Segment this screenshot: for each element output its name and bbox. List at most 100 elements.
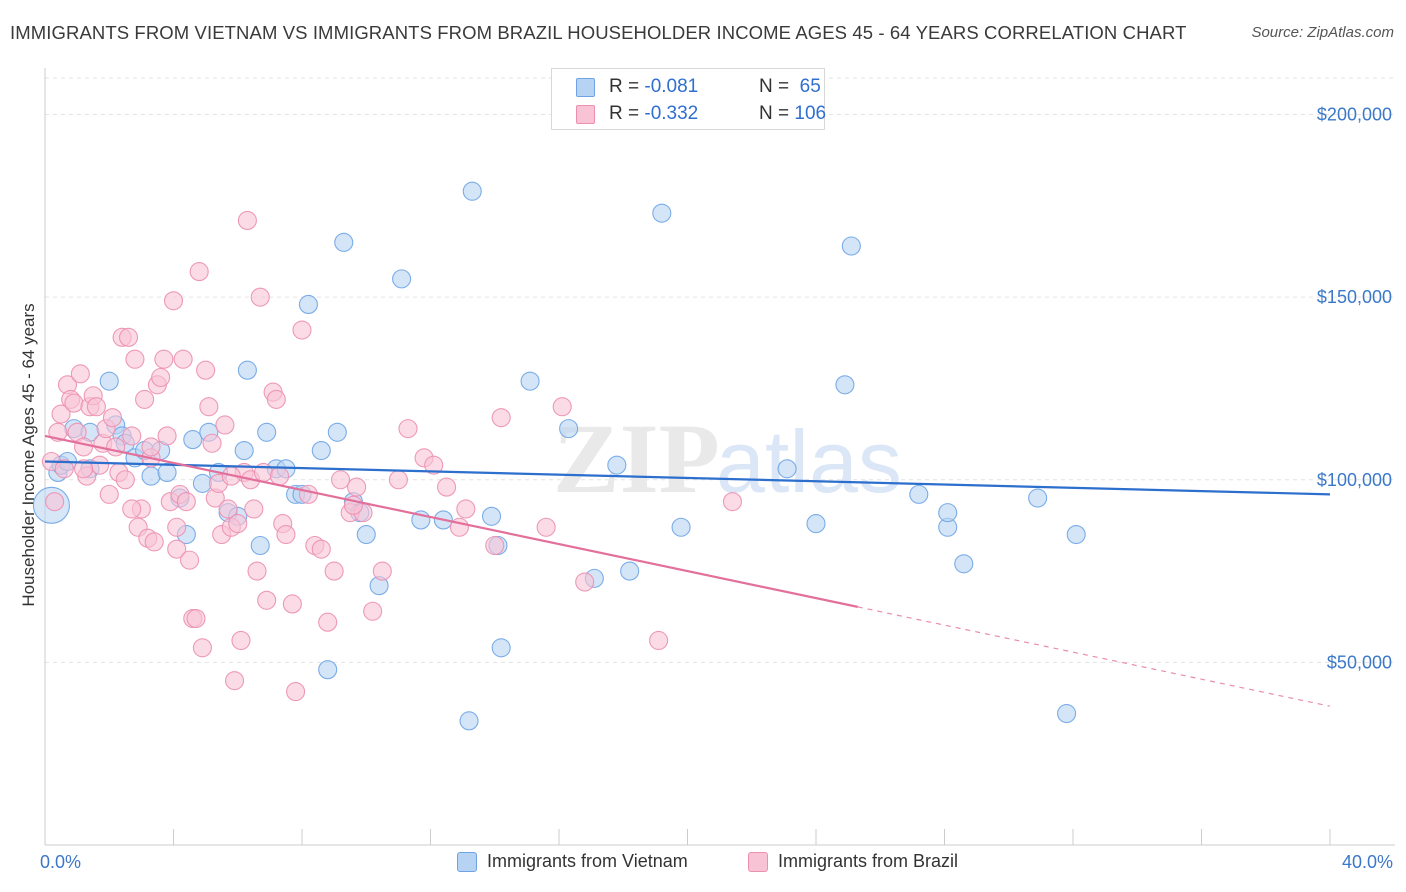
- point-brazil: [388, 470, 408, 490]
- point-brazil: [70, 364, 90, 384]
- point-brazil: [122, 426, 142, 446]
- point-vietnam: [777, 459, 797, 479]
- point-vietnam: [298, 294, 318, 314]
- point-brazil: [154, 349, 174, 369]
- point-brazil: [118, 327, 139, 347]
- point-brazil: [228, 514, 248, 534]
- point-vietnam: [520, 371, 540, 391]
- point-brazil: [324, 561, 344, 581]
- legend-r-label: R =: [609, 103, 645, 124]
- point-brazil: [298, 484, 318, 504]
- point-brazil: [86, 397, 106, 417]
- point-brazil: [649, 630, 669, 651]
- point-vietnam: [318, 660, 338, 680]
- point-vietnam: [462, 181, 482, 201]
- point-brazil: [437, 477, 457, 497]
- point-brazil: [282, 594, 302, 614]
- point-brazil: [257, 590, 277, 610]
- point-vietnam: [250, 535, 270, 556]
- point-brazil: [311, 539, 331, 559]
- axes: $50,000 $100,000 $150,000 $200,000: [44, 68, 1395, 846]
- point-brazil: [167, 517, 187, 537]
- point-vietnam: [141, 466, 161, 486]
- point-vietnam: [234, 440, 254, 461]
- point-vietnam: [841, 236, 861, 256]
- point-brazil: [122, 499, 142, 519]
- trend-lines: [44, 434, 1331, 707]
- point-vietnam: [806, 514, 826, 534]
- point-vietnam: [938, 503, 958, 523]
- point-brazil: [167, 539, 187, 559]
- watermark-zip: ZIP: [553, 403, 720, 514]
- point-brazil: [151, 367, 171, 388]
- point-vietnam: [1066, 524, 1086, 545]
- legend-label-vietnam: Immigrants from Vietnam: [487, 851, 688, 871]
- y-tick-label: $200,000: [1317, 105, 1392, 125]
- point-brazil: [318, 612, 338, 632]
- point-vietnam: [356, 524, 376, 545]
- y-tick-label: $100,000: [1317, 470, 1392, 490]
- chart-title: IMMIGRANTS FROM VIETNAM VS IMMIGRANTS FR…: [10, 22, 1187, 43]
- point-brazil: [491, 408, 511, 428]
- point-brazil: [74, 437, 94, 457]
- point-brazil: [202, 433, 222, 453]
- point-brazil: [64, 393, 84, 413]
- correlation-legend: R = -0.081 N = 65 R = -0.332 N = 106: [551, 68, 826, 130]
- point-brazil: [45, 492, 65, 512]
- legend-r-value: -0.332: [644, 103, 699, 124]
- legend-n-label: N =: [759, 103, 795, 124]
- point-vietnam: [459, 711, 479, 731]
- legend-n-value: 106: [794, 103, 827, 124]
- point-brazil: [54, 459, 74, 479]
- point-brazil: [74, 459, 94, 479]
- point-brazil: [330, 470, 351, 490]
- point-brazil: [163, 291, 184, 311]
- legend-r-value: -0.081: [644, 76, 699, 97]
- point-brazil: [215, 415, 235, 435]
- brazil-legend-swatch: [748, 851, 768, 872]
- point-vietnam: [607, 455, 627, 475]
- point-brazil: [189, 262, 209, 282]
- point-vietnam: [954, 554, 974, 574]
- vietnam-swatch: [576, 77, 595, 97]
- trend-line-brazil: [44, 434, 858, 608]
- point-vietnam: [835, 375, 855, 395]
- point-vietnam: [183, 430, 203, 450]
- legend-n-value: 65: [794, 76, 821, 97]
- point-brazil: [286, 682, 306, 702]
- point-vietnam: [909, 484, 929, 504]
- point-vietnam: [392, 269, 412, 289]
- point-brazil: [231, 630, 251, 651]
- point-brazil: [247, 561, 267, 581]
- point-brazil: [180, 550, 200, 570]
- point-brazil: [575, 572, 595, 592]
- point-brazil: [276, 524, 296, 545]
- point-vietnam: [481, 506, 502, 526]
- legend-row-brazil: R = -0.332 N = 106: [552, 101, 826, 127]
- point-brazil: [192, 638, 212, 658]
- legend-n-label: N =: [759, 76, 795, 97]
- point-brazil: [372, 561, 392, 581]
- point-brazil: [186, 609, 206, 629]
- point-brazil: [237, 210, 257, 230]
- point-brazil: [224, 671, 245, 691]
- point-vietnam: [559, 419, 579, 439]
- point-brazil: [51, 404, 71, 424]
- point-vietnam: [99, 371, 119, 391]
- point-brazil: [536, 517, 556, 537]
- point-brazil: [347, 477, 367, 497]
- watermark-atlas: atlas: [716, 412, 902, 511]
- point-vietnam: [491, 638, 511, 658]
- point-vietnam: [620, 561, 640, 581]
- brazil-swatch: [576, 104, 595, 124]
- point-vietnam: [1057, 703, 1077, 724]
- point-brazil: [141, 437, 161, 457]
- point-brazil: [199, 397, 219, 417]
- y-tick-label: $150,000: [1317, 287, 1392, 307]
- legend-r-label: R =: [609, 76, 645, 97]
- point-brazil: [485, 535, 505, 556]
- point-brazil: [363, 601, 383, 621]
- point-vietnam: [257, 422, 277, 442]
- vietnam-legend-swatch: [457, 851, 477, 872]
- source-label: Source: ZipAtlas.com: [1251, 24, 1394, 41]
